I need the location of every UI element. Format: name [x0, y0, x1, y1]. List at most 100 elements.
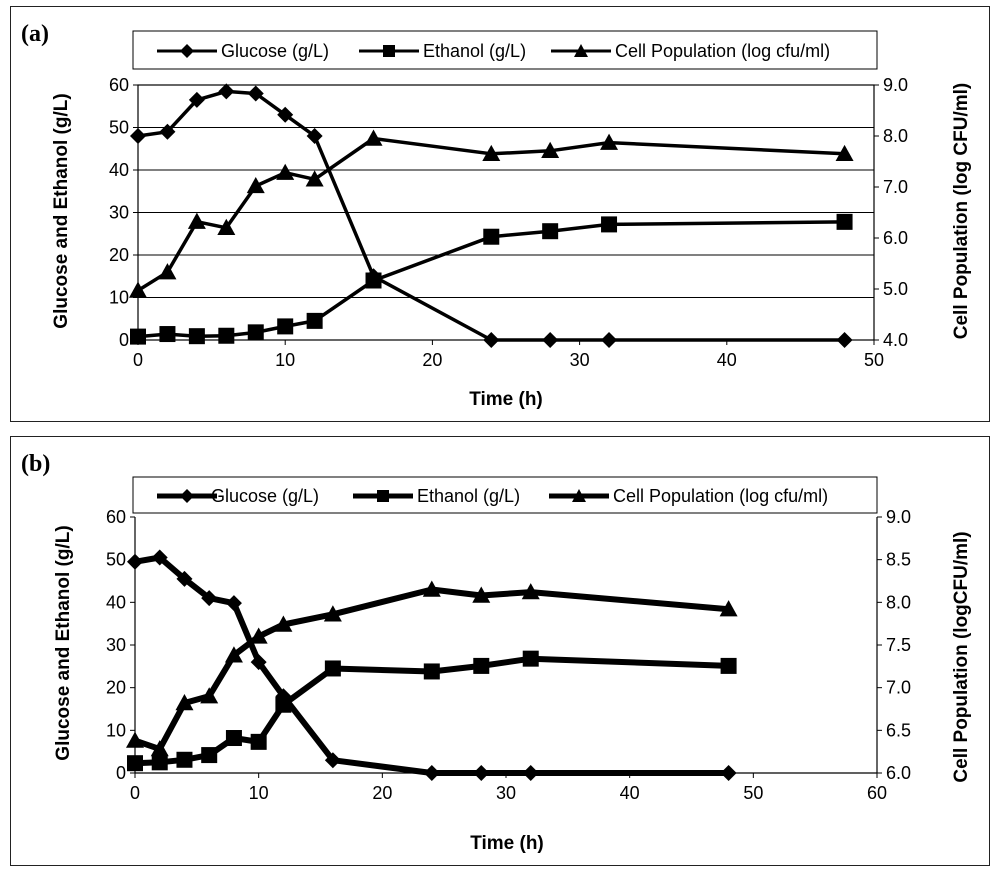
glucose-point-b	[324, 752, 341, 769]
glucose-series-line-a	[137, 89, 845, 342]
triangle-icon	[572, 489, 586, 502]
x-axis-label-b: Time (h)	[470, 833, 544, 854]
cell-population-series-line-a	[137, 136, 845, 292]
ethanol-point-a	[218, 327, 235, 344]
glucose-point-a	[130, 128, 146, 144]
ethanol-point-b	[423, 663, 440, 680]
x-tick-label-b: 40	[620, 783, 640, 803]
panel-label-a: (a)	[21, 21, 49, 47]
ethanol-point-b	[225, 730, 242, 747]
x-axis-label-a: Time (h)	[469, 389, 543, 410]
ethanol-point-a	[601, 216, 618, 233]
legend-ethanol-a: Ethanol (g/L)	[359, 41, 526, 61]
legend-box-a	[132, 30, 878, 70]
y-axis-left-label-a: Glucose and Ethanol (g/L)	[51, 93, 72, 328]
legend-cell-label-b: Cell Population (log cfu/ml)	[613, 486, 828, 506]
x-tick-label-a: 10	[275, 350, 295, 370]
glucose-point-b	[522, 765, 539, 781]
x-tick-label-b: 10	[249, 783, 269, 803]
ethanol-point-b	[324, 660, 341, 677]
x-tick-label-b: 0	[130, 783, 140, 803]
legend-glucose-label-a: Glucose (g/L)	[221, 41, 329, 61]
plot-area-a: 0 10 20 30 40 50 0 10 20 30 40 50 60 4.0 5.0 6.0 7.0 8.0 9…	[109, 75, 908, 370]
y-left-tick-label-a: 40	[109, 160, 129, 180]
panel-label-b: (b)	[21, 451, 50, 477]
ethanol-point-a	[836, 213, 853, 230]
glucose-point-b	[720, 765, 737, 781]
diamond-icon	[180, 489, 194, 503]
square-icon	[383, 45, 395, 57]
legend-box-b	[132, 476, 878, 514]
legend-glucose-label-b: Glucose (g/L)	[211, 486, 319, 506]
ethanol-point-a	[159, 326, 176, 343]
glucose-point-a	[542, 332, 559, 348]
legend-a: Glucose (g/L) Ethanol (g/L) Cell Populat…	[132, 30, 878, 70]
y-right-tick-label-b: 7.5	[886, 635, 911, 655]
y-left-tick-label-a: 0	[119, 330, 129, 350]
glucose-point-a	[277, 106, 294, 123]
cell-population-point-a	[364, 129, 383, 146]
glucose-point-b	[225, 595, 242, 612]
glucose-point-b	[201, 590, 218, 607]
x-tick-label-a: 0	[133, 350, 143, 370]
cell-population-point-a	[600, 133, 619, 150]
cell-population-point-b	[323, 605, 342, 622]
legend-cell-a: Cell Population (log cfu/ml)	[551, 41, 830, 61]
x-tick-label-b: 20	[372, 783, 392, 803]
glucose-point-b	[176, 570, 193, 587]
y-left-tick-label-b: 30	[106, 635, 126, 655]
x-tick-label-a: 20	[422, 350, 442, 370]
cell-population-point-b	[224, 646, 243, 663]
cell-population-point-b	[126, 731, 144, 748]
ethanol-point-a	[306, 312, 323, 329]
glucose-point-b	[127, 553, 143, 570]
ethanol-point-b	[127, 755, 143, 772]
ethanol-point-b	[201, 747, 218, 764]
chart-panel-a: (a) Glucose (g/L) Ethanol (g/L) Cell Pop…	[10, 6, 990, 422]
y-right-tick-label-a: 6.0	[883, 228, 908, 248]
ethanol-point-b	[522, 650, 539, 667]
y-left-tick-label-a: 20	[109, 245, 129, 265]
ethanol-point-b	[473, 657, 490, 674]
cell-population-point-b	[274, 615, 293, 632]
x-tick-label-a: 40	[717, 350, 737, 370]
legend-glucose-b: Glucose (g/L)	[157, 486, 319, 506]
y-right-tick-label-b: 7.0	[886, 678, 911, 698]
y-axis-left-label-b: Glucose and Ethanol (g/L)	[53, 525, 74, 760]
cell-population-point-a	[541, 141, 560, 158]
ethanol-point-a	[130, 328, 146, 345]
y-right-tick-label-b: 6.5	[886, 720, 911, 740]
cell-population-point-b	[175, 694, 194, 711]
cell-population-point-b	[521, 583, 540, 600]
x-tick-label-b: 60	[867, 783, 887, 803]
y-left-tick-label-b: 40	[106, 592, 126, 612]
y-left-tick-label-b: 10	[106, 720, 126, 740]
ethanol-point-b	[151, 754, 168, 771]
y-left-tick-label-b: 20	[106, 678, 126, 698]
ethanol-point-a	[277, 318, 294, 335]
glucose-point-b	[151, 549, 168, 566]
y-left-tick-label-b: 50	[106, 550, 126, 570]
legend-ethanol-label-b: Ethanol (g/L)	[417, 486, 520, 506]
chart-panel-b: (b) Glucose (g/L) Ethanol (g/L) Cell Pop…	[10, 436, 990, 866]
y-left-tick-label-a: 10	[109, 288, 129, 308]
y-left-tick-label-b: 60	[106, 507, 126, 527]
cell-population-point-b	[150, 740, 169, 757]
glucose-point-a	[483, 332, 500, 348]
cell-population-point-a	[246, 176, 265, 194]
ethanol-point-b	[176, 751, 193, 768]
y-left-tick-label-b: 0	[116, 763, 126, 783]
diamond-icon	[180, 44, 194, 58]
y-right-tick-label-a: 7.0	[883, 177, 908, 197]
chart-a-svg: (a) Glucose (g/L) Ethanol (g/L) Cell Pop…	[21, 21, 972, 410]
x-tick-label-b: 50	[743, 783, 763, 803]
cell-population-point-b	[249, 627, 268, 644]
legend-cell-b: Cell Population (log cfu/ml)	[549, 486, 828, 506]
glucose-point-a	[836, 332, 853, 348]
plot-area-b: 0 10 20 30 40 50 6001020304050606.06.57.07.58.…	[106, 507, 911, 803]
legend-cell-label-a: Cell Population (log cfu/ml)	[615, 41, 830, 61]
cell-population-point-a	[158, 263, 177, 280]
glucose-point-a	[218, 83, 235, 100]
y-axis-right-label-a: Cell Population (log CFU/ml)	[951, 83, 972, 339]
cell-population-point-a	[187, 212, 206, 229]
